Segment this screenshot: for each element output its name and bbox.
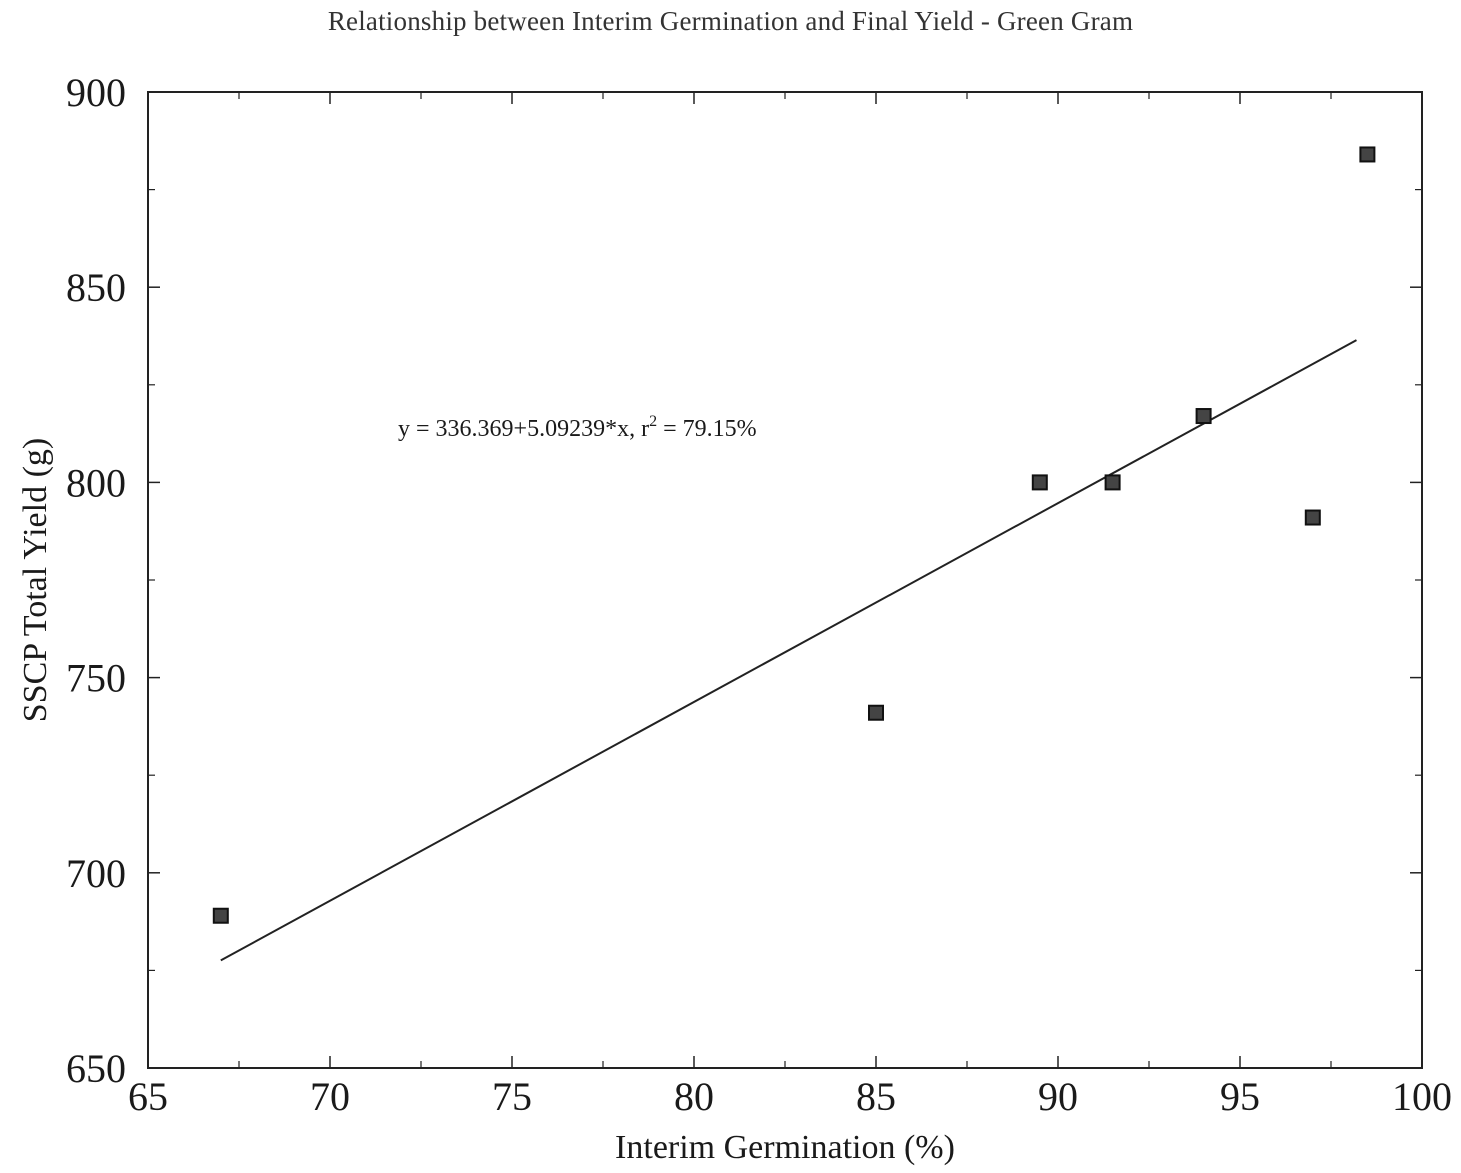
data-point: [1304, 509, 1321, 526]
data-point: [868, 704, 884, 721]
data-point: [212, 907, 229, 924]
data-point: [1195, 408, 1212, 425]
data-point: [1359, 146, 1376, 163]
chart-title: Relationship between Interim Germination…: [327, 6, 1134, 36]
y-tick-label: 800: [66, 460, 126, 505]
x-tick-label: 65: [128, 1074, 168, 1119]
regression-line: [220, 339, 1357, 962]
regression-equation: y = 336.369+5.09239*x, r2 = 79.15%: [398, 413, 757, 442]
plot-frame: [147, 91, 1423, 1069]
x-tick-labels: 65 70 75 80 85 90 95 100: [128, 1074, 1452, 1119]
x-axis-title: Interim Germination (%): [615, 1129, 955, 1166]
x-tick-label: 100: [1392, 1074, 1452, 1119]
y-tick-label: 650: [66, 1046, 126, 1091]
x-tick-label: 85: [856, 1074, 896, 1119]
y-tick-labels: 650 700 750 800 850 900: [66, 70, 126, 1091]
y-tick-label: 900: [66, 70, 126, 115]
data-point: [1031, 474, 1048, 491]
y-tick-label: 850: [66, 265, 126, 310]
x-tick-label: 90: [1038, 1074, 1078, 1119]
equation-prefix: y = 336.369+5.09239*x, r: [398, 416, 649, 442]
x-tick-label: 80: [674, 1074, 714, 1119]
x-tick-label: 95: [1220, 1074, 1260, 1119]
equation-suffix: = 79.15%: [657, 416, 757, 442]
data-points: [212, 146, 1376, 924]
x-tick-label: 70: [310, 1074, 350, 1119]
x-tick-label: 75: [492, 1074, 532, 1119]
axis-ticks: [147, 91, 1423, 1069]
data-point: [1104, 474, 1121, 491]
y-tick-label: 750: [66, 656, 126, 701]
equation-superscript: 2: [649, 413, 657, 430]
y-tick-label: 700: [66, 851, 126, 896]
y-axis-title: SSCP Total Yield (g): [17, 438, 54, 722]
